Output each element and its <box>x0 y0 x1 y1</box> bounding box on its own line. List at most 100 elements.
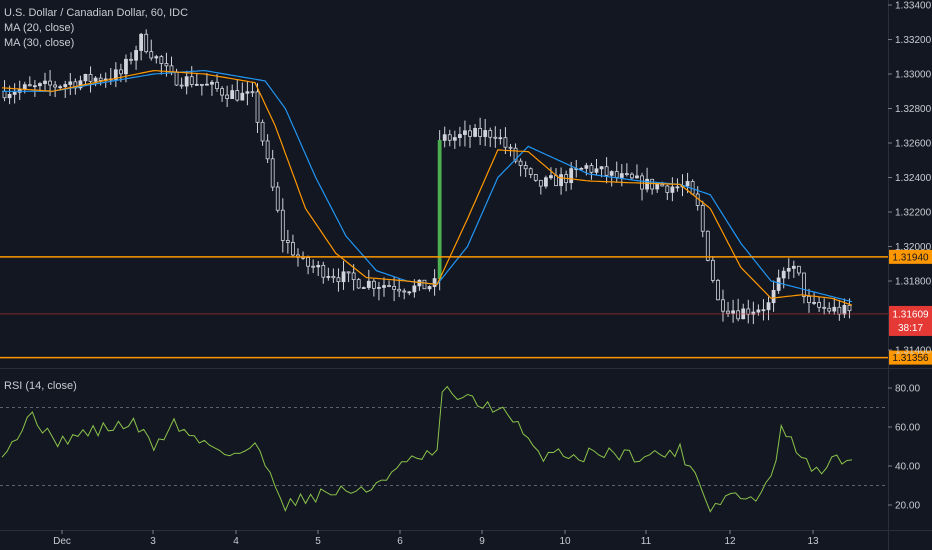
rsi-tick-label: 40.00 <box>895 462 920 473</box>
candle-body <box>392 286 397 290</box>
candle <box>275 181 280 213</box>
time-tick-label: 5 <box>315 536 321 547</box>
price-tick-label: 1.33400 <box>895 1 932 12</box>
candle-body <box>498 137 503 140</box>
candle-body <box>371 280 376 289</box>
candle <box>129 52 133 65</box>
candle <box>796 265 801 276</box>
candle-body <box>134 50 138 61</box>
candle-body <box>265 140 270 160</box>
rsi-tick-label: 80.00 <box>895 384 920 395</box>
candle <box>93 76 98 87</box>
candle-body <box>822 306 827 309</box>
time-tick-label: 6 <box>397 536 403 547</box>
candle-body <box>139 33 144 51</box>
candle <box>447 129 452 147</box>
candle <box>726 301 730 318</box>
rsi-tick-label: 60.00 <box>895 423 920 434</box>
legend-rsi: RSI (14, close) <box>4 379 77 394</box>
candle-body <box>422 279 427 290</box>
candle-body <box>412 285 417 293</box>
candle <box>377 281 381 301</box>
candle-body <box>746 308 751 315</box>
last-price-countdown: 38:17 <box>898 323 923 334</box>
candle-body <box>260 121 265 142</box>
candle <box>589 162 594 180</box>
candle <box>604 157 609 184</box>
candle-body <box>791 265 796 269</box>
candle <box>113 62 118 88</box>
time-tick-label: 10 <box>559 536 571 547</box>
candle-body <box>174 71 179 86</box>
candle-body <box>255 91 260 123</box>
candle-body <box>614 171 619 178</box>
candle-body <box>326 276 331 278</box>
candle <box>78 75 83 91</box>
candle-body <box>670 186 675 193</box>
candle <box>594 158 599 176</box>
candle-body <box>291 242 295 256</box>
candle-body <box>736 310 741 320</box>
rsi-pane[interactable] <box>0 385 888 513</box>
candle <box>473 124 477 138</box>
candle-body <box>473 127 477 137</box>
candle-body <box>569 168 574 184</box>
price-pane[interactable] <box>0 29 888 359</box>
candle-body <box>159 56 164 64</box>
candle-body <box>832 306 837 312</box>
candle-body <box>149 51 154 59</box>
candle-body <box>205 83 209 86</box>
candle <box>736 298 741 322</box>
candle-body <box>807 296 811 303</box>
candle <box>498 129 503 145</box>
candle <box>675 178 680 192</box>
candle <box>83 73 88 86</box>
rsi-tick-label: 20.00 <box>895 501 920 512</box>
candle-body <box>665 185 670 193</box>
candle-body <box>225 94 230 99</box>
ma20-legend: MA (20, close) <box>4 22 75 34</box>
candle <box>751 301 756 325</box>
candle <box>609 170 614 187</box>
candle-body <box>493 136 498 139</box>
candle-body <box>645 178 649 190</box>
level-tag-text: 1.31940 <box>892 252 929 263</box>
candle-body <box>802 272 806 297</box>
time-tick-label: Dec <box>53 536 71 547</box>
candle-body <box>447 134 452 141</box>
candle <box>437 130 442 291</box>
candle <box>88 66 93 93</box>
rsi-legend: RSI (14, close) <box>4 380 77 392</box>
candle-body <box>716 280 720 301</box>
candle-body <box>93 77 98 82</box>
candle-body <box>584 165 589 169</box>
candle <box>270 149 275 192</box>
candle-body <box>726 310 730 314</box>
candle-body <box>523 165 528 170</box>
candle <box>387 280 391 288</box>
candle <box>346 271 351 283</box>
candle <box>240 82 245 101</box>
candle <box>12 83 17 104</box>
candle-body <box>38 83 42 87</box>
candle <box>483 118 488 147</box>
candle-body <box>503 137 508 148</box>
candle-body <box>164 63 169 67</box>
candle <box>265 134 270 164</box>
candle <box>189 66 194 88</box>
candle-body <box>543 177 548 187</box>
candle-body <box>240 92 245 101</box>
candle <box>260 119 265 146</box>
level-tag-2 <box>889 350 932 365</box>
candle <box>503 127 508 155</box>
candle-body <box>827 307 832 312</box>
candle-body <box>154 56 159 59</box>
candle-body <box>609 171 614 176</box>
candle-body <box>442 134 447 141</box>
candle-body <box>382 285 386 288</box>
candle <box>624 163 629 177</box>
candle <box>432 269 437 296</box>
candle-body <box>812 302 816 304</box>
